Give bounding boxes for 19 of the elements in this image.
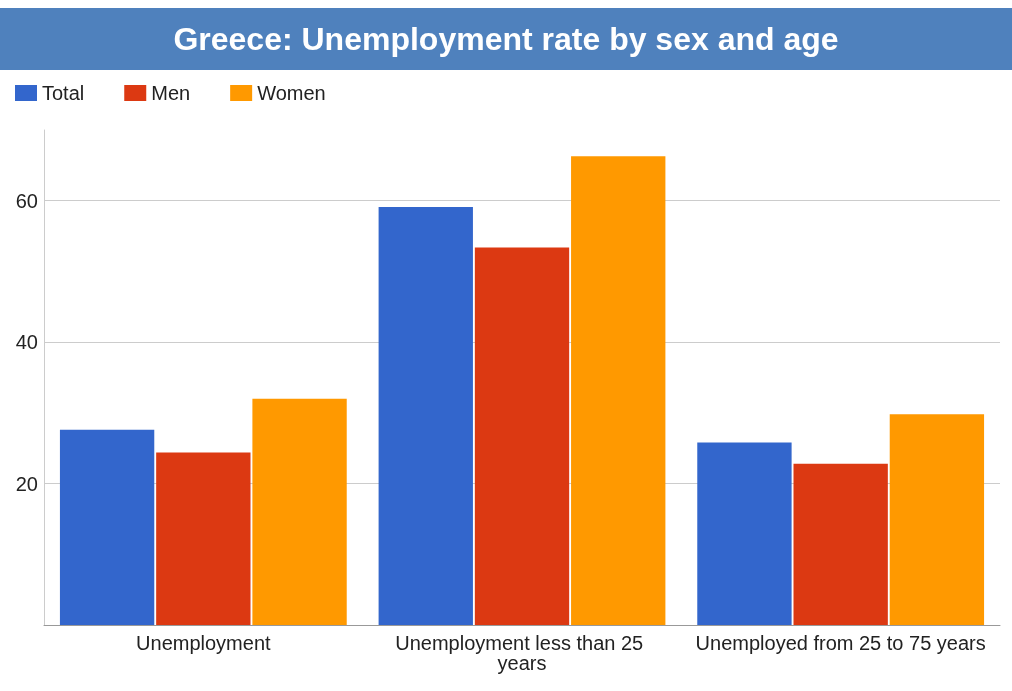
bar [59,429,155,625]
bar [571,156,666,625]
y-tick-label: 60 [15,189,38,212]
y-tick-label: 40 [15,331,38,354]
bar [474,247,570,625]
legend-label: Men [151,82,191,104]
bar [793,463,888,625]
bar [378,207,473,625]
y-tick-label: 20 [15,472,38,495]
x-tick-label: Unemployed from 25 to 75 years [695,632,986,654]
bar [697,442,792,625]
legend-label: Women [257,82,326,104]
bar [252,398,347,625]
x-tick-label: Unemployment less than 25 years [395,632,649,674]
chart-title: Greece: Unemployment rate by sex and age [0,8,1012,70]
bar [156,452,251,625]
x-tick-label: Unemployment [136,632,272,654]
legend-label: Total [42,82,85,104]
bar [889,414,985,625]
